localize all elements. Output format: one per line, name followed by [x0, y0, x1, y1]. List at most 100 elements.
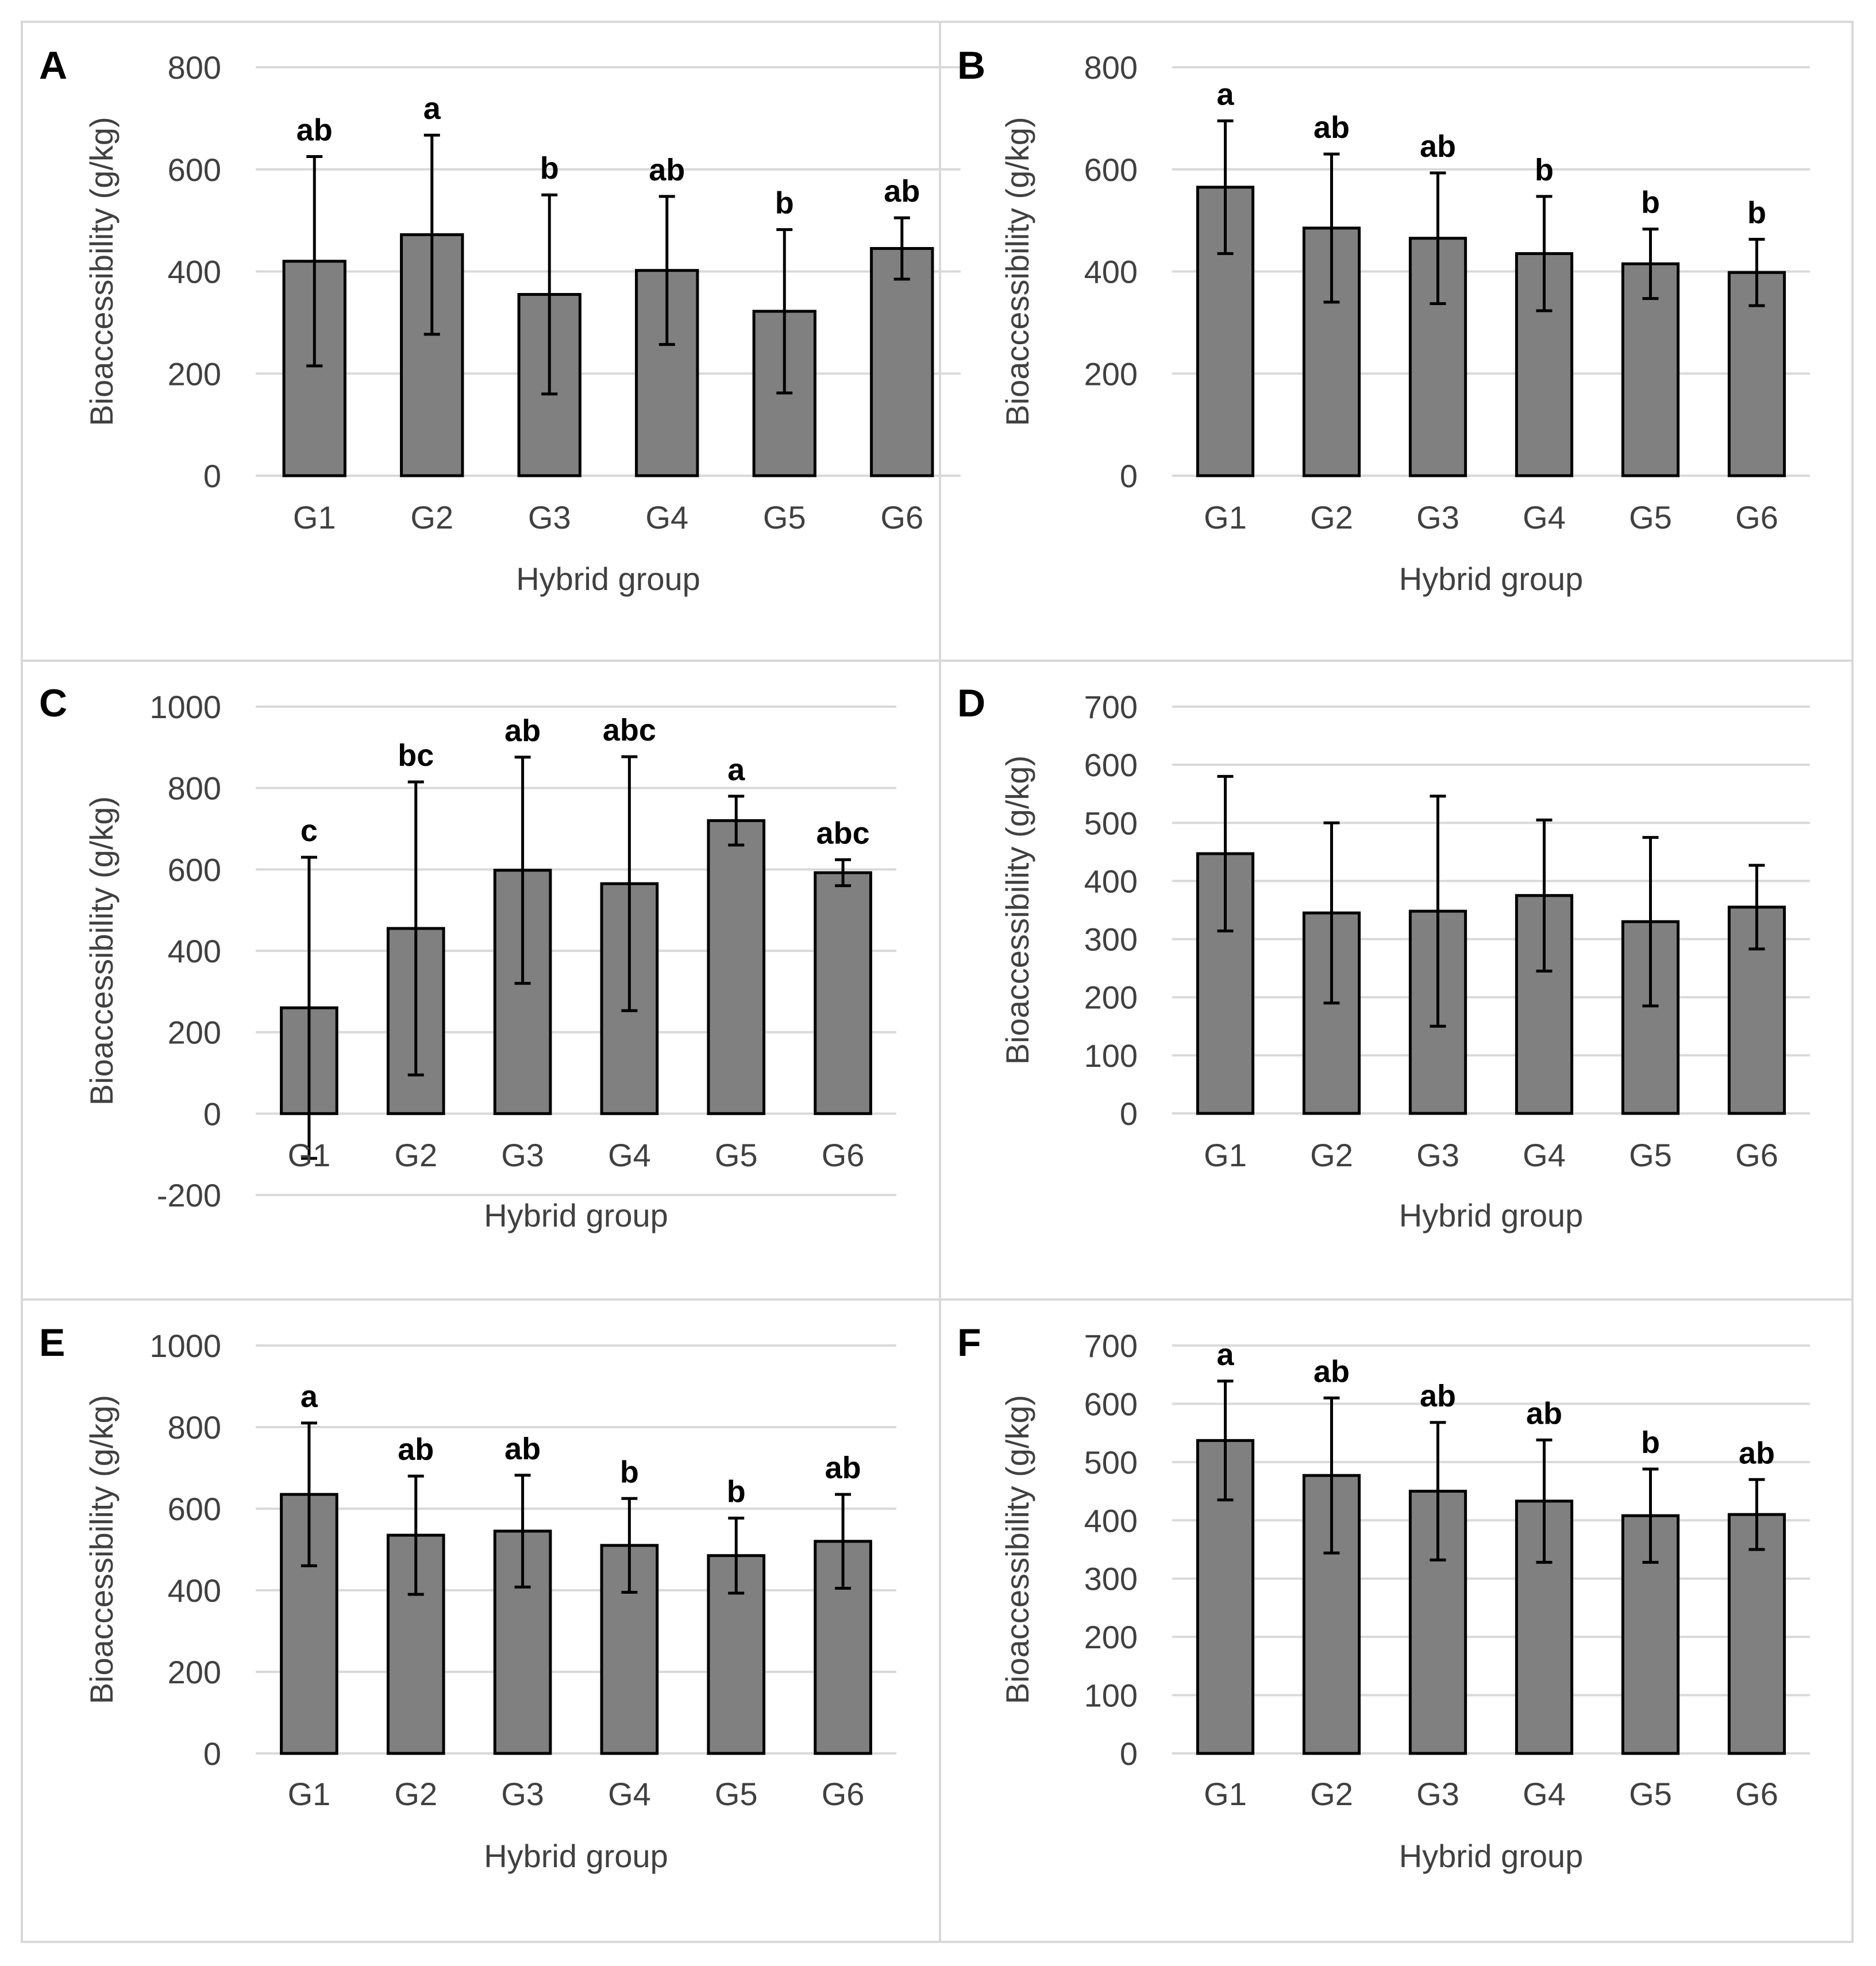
y-tick-label: 700	[1084, 689, 1138, 725]
x-tick-label: G5	[1629, 1776, 1672, 1812]
y-tick-label: 600	[1084, 152, 1138, 188]
y-tick-label: 1000	[149, 689, 221, 725]
panel-a: 0 200 400 600 800 ab G1 a G2 b G3 ab G4 b G5 ab G6 Hybrid…	[21, 21, 961, 662]
panel-e: 0 200 400 600 800 1000 a G1 ab G2 ab G3 b G4 b G5 ab G6 Hy…	[21, 1298, 941, 1943]
y-tick-label: 600	[1084, 1386, 1138, 1422]
bar-g6	[814, 871, 872, 1115]
x-tick-label: G5	[715, 1137, 758, 1173]
y-tick-label: 0	[1120, 1096, 1138, 1132]
x-tick-label: G6	[880, 499, 923, 535]
x-tick-label: G2	[1310, 1776, 1353, 1812]
x-tick-label: G4	[1523, 499, 1566, 535]
y-tick-label: 200	[168, 1015, 221, 1051]
y-tick-label: 800	[1084, 49, 1138, 86]
x-tick-label: G4	[645, 499, 688, 535]
significance-label: b	[1641, 1425, 1660, 1460]
significance-label: ab	[1526, 1396, 1562, 1431]
significance-label: a	[1216, 1337, 1234, 1372]
x-axis-title: Hybrid group	[516, 561, 700, 597]
panel-border	[939, 660, 1854, 1301]
y-axis-title: Bioaccessibility (g/kg)	[83, 1395, 120, 1704]
panel-border	[939, 21, 1854, 662]
y-tick-label: 800	[168, 770, 221, 807]
x-tick-label: G2	[394, 1776, 437, 1812]
y-tick-label: 0	[203, 1096, 221, 1132]
x-axis-title: Hybrid group	[1399, 1838, 1584, 1874]
significance-label: b	[1747, 196, 1766, 230]
x-tick-label: G4	[608, 1776, 651, 1812]
panel-letter: D	[957, 681, 985, 725]
y-tick-label: 300	[1084, 922, 1138, 958]
y-axis-title: Bioaccessibility (g/kg)	[999, 1395, 1035, 1704]
y-tick-label: 800	[168, 49, 221, 86]
significance-label: ab	[884, 174, 920, 209]
y-tick-label: 400	[168, 254, 221, 290]
x-tick-label: G6	[822, 1776, 865, 1812]
y-tick-label: 500	[1084, 805, 1138, 841]
panel-border	[939, 1298, 1854, 1943]
panel-f: 0 100 200 300 400 500 600 700 a G1 ab G2 ab G3 ab G4 b G5…	[939, 1298, 1854, 1943]
y-tick-label: 600	[168, 851, 221, 888]
significance-label: abc	[816, 816, 870, 850]
significance-label: ab	[296, 113, 333, 148]
y-tick-label: 0	[1120, 1736, 1138, 1772]
x-tick-label: G6	[1735, 499, 1778, 535]
significance-label: a	[423, 91, 441, 126]
x-tick-label: G4	[1523, 1137, 1566, 1173]
panel-letter: E	[39, 1321, 65, 1364]
panel-border	[21, 1298, 941, 1943]
y-axis-title: Bioaccessibility (g/kg)	[83, 796, 120, 1105]
y-tick-label: 600	[168, 1491, 221, 1527]
panel-c: -200 0 200 400 600 800 1000 c G1 bc G2 ab G3 abc G4 a G5…	[21, 660, 941, 1301]
significance-label: a	[1216, 77, 1234, 111]
x-tick-label: G3	[1416, 499, 1459, 535]
x-tick-label: G1	[288, 1776, 331, 1812]
x-axis-title: Hybrid group	[1399, 561, 1584, 597]
significance-label: ab	[504, 1432, 541, 1466]
y-tick-label: 200	[1084, 980, 1138, 1016]
x-tick-label: G6	[1735, 1776, 1778, 1812]
significance-label: b	[620, 1455, 639, 1489]
significance-label: ab	[1420, 1379, 1456, 1413]
bar-g6	[870, 247, 934, 477]
significance-label: c	[301, 814, 318, 848]
significance-label: ab	[1420, 129, 1456, 164]
y-tick-label: 200	[1084, 1619, 1138, 1655]
significance-label: b	[775, 186, 794, 221]
y-tick-label: 700	[1084, 1328, 1138, 1364]
x-tick-label: G1	[1204, 499, 1247, 535]
significance-label: b	[727, 1474, 746, 1509]
significance-label: ab	[398, 1432, 434, 1467]
x-axis-title: Hybrid group	[484, 1197, 668, 1233]
panel-letter: A	[39, 44, 67, 87]
y-axis-title: Bioaccessibility (g/kg)	[999, 117, 1035, 426]
significance-label: ab	[504, 714, 541, 748]
x-tick-label: G1	[1204, 1776, 1247, 1812]
y-tick-label: 400	[168, 1572, 221, 1609]
x-tick-label: G4	[608, 1137, 651, 1173]
x-tick-label: G6	[1735, 1137, 1778, 1173]
y-tick-label: 200	[168, 1654, 221, 1690]
bar-g5	[707, 819, 766, 1115]
x-axis-title: Hybrid group	[1399, 1197, 1584, 1233]
x-tick-label: G3	[501, 1776, 544, 1812]
y-tick-label: 600	[1084, 747, 1138, 783]
x-tick-label: G5	[1629, 499, 1672, 535]
x-tick-label: G2	[1310, 499, 1353, 535]
x-tick-label: G1	[293, 499, 336, 535]
y-tick-label: 400	[1084, 863, 1138, 899]
significance-label: abc	[603, 713, 656, 747]
y-tick-label: 600	[168, 152, 221, 188]
panel-letter: F	[957, 1321, 981, 1364]
significance-label: ab	[825, 1451, 861, 1485]
significance-label: a	[727, 753, 745, 787]
panel-d: 0 100 200 300 400 500 600 700 G1 G2 G3 G4 G5 G6 Hybrid…	[939, 660, 1854, 1301]
y-tick-label: 400	[1084, 1502, 1138, 1539]
x-tick-label: G3	[1416, 1776, 1459, 1812]
x-tick-label: G3	[501, 1137, 544, 1173]
significance-label: b	[1535, 153, 1554, 187]
y-tick-label: 200	[168, 356, 221, 392]
panel-b: 0 200 400 600 800 a G1 ab G2 ab G3 b G4 b G5 b G6 Hybrid …	[939, 21, 1854, 662]
x-tick-label: G6	[822, 1137, 865, 1173]
